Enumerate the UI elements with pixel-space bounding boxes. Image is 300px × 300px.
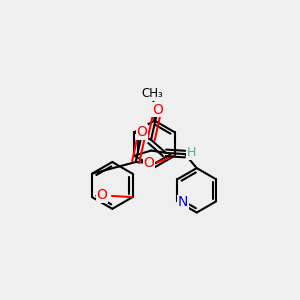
Text: H: H: [187, 146, 196, 159]
Text: O: O: [97, 188, 107, 202]
Text: N: N: [178, 195, 188, 209]
Text: O: O: [152, 103, 163, 117]
Text: CH₃: CH₃: [142, 87, 163, 100]
Text: O: O: [136, 125, 148, 139]
Text: O: O: [143, 156, 155, 170]
